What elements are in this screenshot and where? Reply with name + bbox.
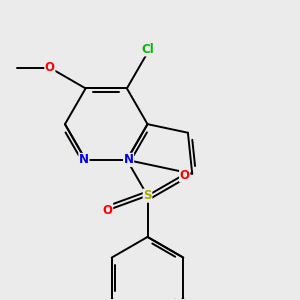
Text: O: O xyxy=(45,61,55,74)
Text: N: N xyxy=(124,153,134,167)
Text: O: O xyxy=(180,169,190,182)
Text: N: N xyxy=(79,153,89,167)
Text: O: O xyxy=(103,203,113,217)
Text: Cl: Cl xyxy=(141,43,154,56)
Text: S: S xyxy=(143,189,152,202)
